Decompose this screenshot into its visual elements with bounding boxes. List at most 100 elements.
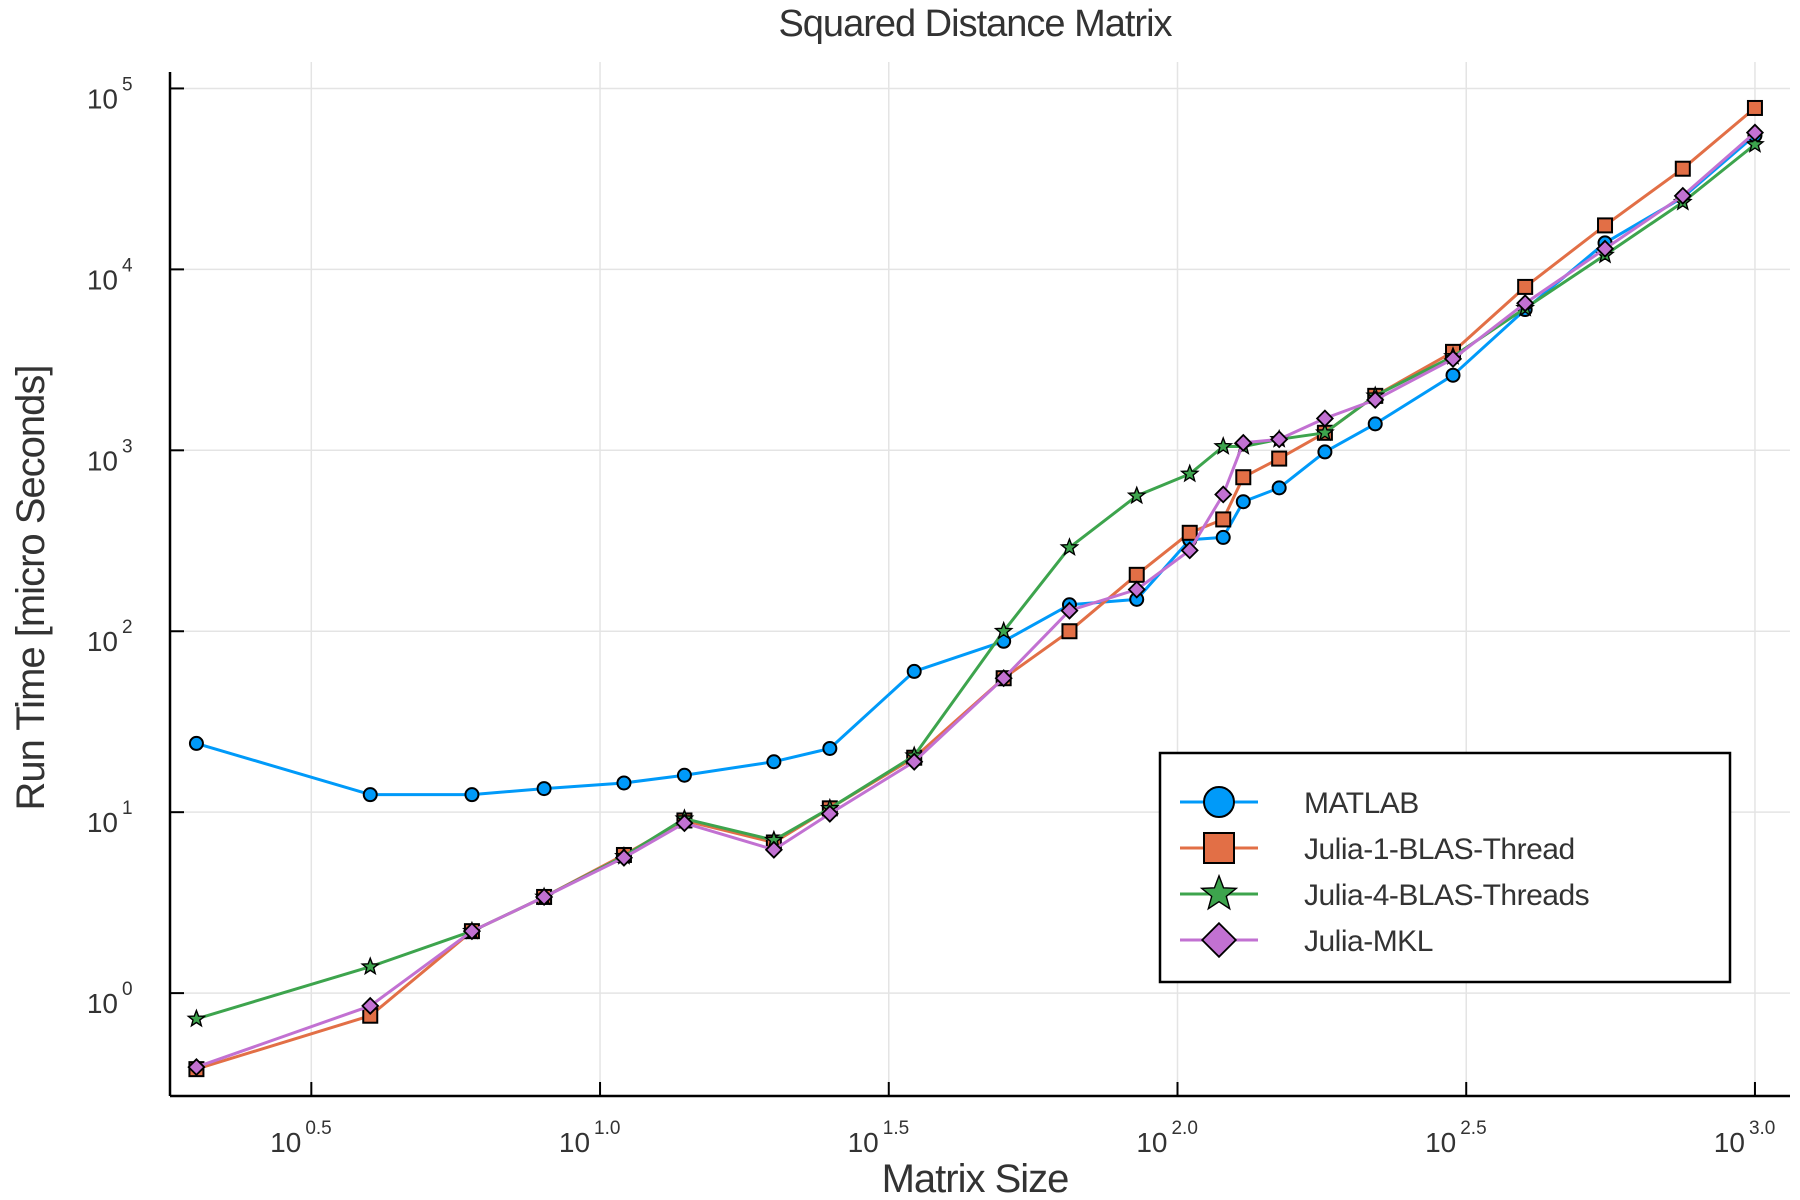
data-point-julia-4-blas-threads (1179, 463, 1200, 483)
data-point-julia-mkl (187, 1058, 206, 1077)
y-tick-label: 10 (87, 83, 118, 114)
data-point-julia-mkl (1516, 294, 1535, 313)
series-julia-mkl (187, 123, 1765, 1077)
y-tick-exponent: 0 (122, 979, 133, 1000)
x-tick-label: 10 (1136, 1127, 1167, 1158)
legend-box (1158, 751, 1732, 984)
data-point-julia-1-blas-thread (1517, 278, 1534, 295)
y-tick-label: 10 (87, 445, 118, 476)
data-point-julia-mkl (1127, 580, 1146, 599)
chart-title: Squared Distance Matrix (778, 3, 1172, 45)
x-tick-label: 10 (270, 1127, 301, 1158)
data-point-matlab (1445, 367, 1461, 383)
x-tick-label: 10 (559, 1127, 590, 1158)
data-point-julia-1-blas-thread (1235, 469, 1252, 486)
data-point-julia-mkl (361, 996, 380, 1015)
legend-item-julia-4-blas-threads: Julia-4-BLAS-Threads (1180, 873, 1590, 912)
data-point-julia-mkl (535, 887, 554, 907)
data-point-julia-mkl (820, 804, 839, 823)
data-point-julia-mkl (1745, 123, 1765, 142)
x-tick-label: 10 (1425, 1127, 1456, 1158)
x-tick-exponent: 2.0 (1171, 1118, 1197, 1139)
data-point-julia-mkl (1060, 601, 1079, 620)
data-point-matlab (1215, 529, 1231, 545)
data-point-julia-mkl (675, 814, 694, 833)
data-point-matlab (616, 775, 632, 791)
data-point-matlab (766, 754, 782, 770)
x-tick-exponent: 1.5 (883, 1118, 909, 1139)
grid-lines (170, 62, 1790, 1096)
legend: MATLAB Julia-1-BLAS-Thread Julia-4-BLAS-Th… (1158, 751, 1732, 984)
series-layer (186, 99, 1765, 1078)
data-point-julia-mkl (1595, 239, 1615, 258)
y-tick-label: 10 (87, 264, 118, 295)
data-point-julia-mkl (1673, 186, 1692, 205)
data-point-matlab (1367, 416, 1383, 432)
data-point-matlab (362, 787, 378, 803)
y-tick-label: 10 (87, 807, 118, 838)
data-point-julia-mkl (1443, 349, 1463, 368)
x-tick-exponent: 2.5 (1460, 1118, 1486, 1139)
data-point-julia-1-blas-thread (1597, 217, 1614, 234)
y-tick-exponent: 2 (122, 617, 133, 638)
data-point-matlab (536, 781, 552, 797)
legend-item-matlab: MATLAB (1180, 786, 1419, 820)
data-point-julia-4-blas-threads (1745, 134, 1765, 153)
legend-label: Julia-MKL (1304, 925, 1433, 958)
data-point-julia-4-blas-threads (1314, 422, 1335, 442)
data-point-julia-mkl (1214, 485, 1233, 504)
legend-label: Julia-1-BLAS-Thread (1304, 833, 1575, 866)
data-point-julia-1-blas-thread (1181, 524, 1198, 541)
legend-marker-julia-mkl (1200, 921, 1238, 959)
legend-label: Julia-4-BLAS-Threads (1304, 879, 1589, 912)
data-point-julia-1-blas-thread (1271, 450, 1288, 467)
x-tick-label: 10 (848, 1127, 879, 1158)
x-tick-exponent: 1.0 (594, 1118, 620, 1139)
data-point-julia-mkl (764, 840, 783, 859)
data-point-matlab (822, 740, 838, 756)
data-point-julia-4-blas-threads (1126, 485, 1147, 505)
legend-label: MATLAB (1304, 787, 1419, 820)
legend-marker-julia-4-blas-threads (1199, 873, 1239, 911)
data-point-matlab (676, 767, 692, 783)
data-point-julia-mkl (994, 669, 1013, 688)
legend-item-julia-mkl: Julia-MKL (1180, 921, 1433, 959)
x-axis-title: Matrix Size (882, 1157, 1069, 1200)
data-point-julia-1-blas-thread (1061, 623, 1078, 640)
data-point-julia-mkl (1180, 541, 1199, 560)
legend-item-julia-1-blas-thread: Julia-1-BLAS-Thread (1180, 832, 1575, 866)
legend-marker-matlab (1203, 786, 1235, 818)
y-tick-exponent: 1 (122, 798, 133, 819)
x-tick-exponent: 0.5 (305, 1118, 331, 1139)
legend-marker-julia-1-blas-thread (1203, 832, 1235, 864)
data-point-julia-4-blas-threads (360, 956, 381, 976)
data-point-julia-4-blas-threads (1059, 537, 1080, 557)
y-tick-exponent: 5 (122, 74, 133, 95)
data-point-julia-mkl (1270, 430, 1289, 449)
data-point-julia-1-blas-thread (1215, 511, 1232, 528)
data-point-julia-1-blas-thread (1746, 99, 1763, 116)
data-point-matlab (188, 735, 204, 751)
y-tick-label: 10 (87, 988, 118, 1019)
series-matlab (188, 127, 1763, 803)
axes: 10 0.5 10 1.0 10 1.5 10 2.0 10 2.5 10 3.010 010 110 21… (87, 72, 1790, 1158)
series-line-matlab (195, 134, 1756, 797)
data-point-matlab (1271, 480, 1287, 496)
data-point-julia-4-blas-threads (186, 1008, 207, 1028)
data-point-matlab (464, 787, 480, 803)
data-point-julia-mkl (614, 848, 634, 867)
data-point-julia-4-blas-threads (993, 620, 1014, 640)
y-axis-title: Run Time [micro Seconds] (9, 365, 53, 810)
x-tick-label: 10 (1714, 1127, 1745, 1158)
data-point-julia-1-blas-thread (1128, 566, 1145, 583)
data-point-julia-mkl (905, 752, 924, 771)
y-tick-exponent: 3 (122, 436, 133, 457)
data-point-julia-1-blas-thread (1674, 160, 1691, 177)
data-point-matlab (906, 663, 922, 679)
y-tick-label: 10 (87, 626, 118, 657)
data-point-matlab (1317, 444, 1333, 460)
data-point-julia-mkl (462, 922, 482, 941)
y-tick-exponent: 4 (122, 255, 133, 276)
data-point-julia-mkl (1315, 409, 1334, 428)
